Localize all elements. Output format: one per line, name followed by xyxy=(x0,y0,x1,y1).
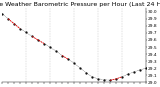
Title: Milwaukee Weather Barometric Pressure per Hour (Last 24 Hours): Milwaukee Weather Barometric Pressure pe… xyxy=(0,2,160,7)
